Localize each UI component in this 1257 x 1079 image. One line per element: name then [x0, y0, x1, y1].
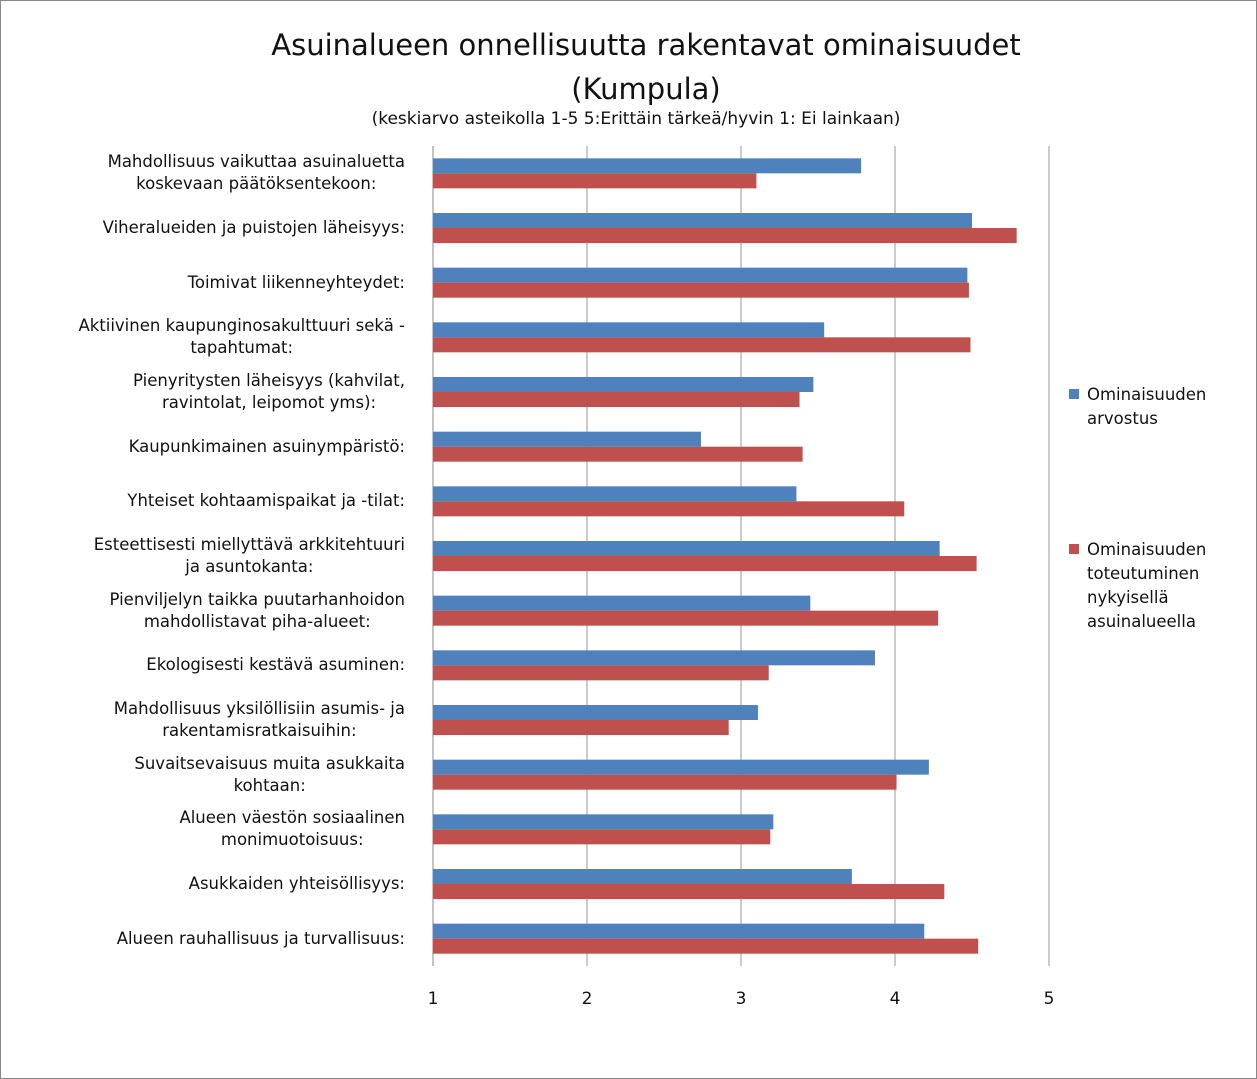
bar: [433, 610, 939, 626]
legend-label: Ominaisuuden toteutuminen nykyisellä asu…: [1087, 540, 1207, 631]
y-tick-label: Alueen rauhallisuus ja turvallisuus:: [116, 928, 405, 948]
y-tick-label: Pienviljelyn taikka puutarhanhoidon mahd…: [109, 589, 406, 631]
bar: [433, 705, 758, 720]
x-tick-label: 4: [889, 989, 901, 1009]
bar: [433, 158, 862, 174]
y-tick-label: Kaupunkimainen asuinympäristö:: [128, 436, 405, 456]
bar: [433, 267, 968, 283]
y-tick-label: Suvaitsevaisuus muita asukkaita kohtaan:: [134, 753, 405, 795]
x-tick-label: 1: [427, 989, 439, 1009]
y-tick-label: Yhteiset kohtaamispaikat ja -tilat:: [127, 491, 405, 511]
bar: [433, 923, 925, 939]
legend-label: Ominaisuuden arvostus: [1087, 385, 1207, 428]
x-tick-label: 5: [1043, 989, 1055, 1009]
bar: [433, 720, 729, 735]
x-tick-label: 3: [735, 989, 747, 1009]
bar: [433, 814, 774, 830]
bar: [433, 501, 905, 517]
y-tick-label: Viheralueiden ja puistojen läheisyys:: [102, 218, 405, 237]
bar: [433, 541, 940, 556]
legend-swatch: [1069, 544, 1079, 554]
bar: [433, 431, 701, 447]
bar: [433, 938, 979, 954]
bar: [433, 869, 852, 884]
bar: [433, 377, 814, 392]
bar: [433, 556, 977, 571]
bar: [433, 774, 897, 790]
y-tick-label: Asukkaiden yhteisöllisyys:: [188, 874, 405, 893]
bar: [433, 446, 803, 462]
y-tick-label: Aktiivinen kaupunginosakulttuuri sekä - …: [78, 316, 405, 358]
y-tick-label: Ekologisesti kestävä asuminen:: [146, 655, 405, 675]
chart-title: Asuinalueen onnellisuutta rakentavat omi…: [271, 28, 1021, 106]
bar: [433, 228, 1017, 243]
chart-subtitle: (keskiarvo asteikolla 1-5 5:Erittäin tär…: [371, 109, 901, 129]
bar: [433, 829, 771, 845]
y-tick-label: Pienyritysten läheisyys (kahvilat, ravin…: [133, 371, 405, 412]
bar: [433, 759, 929, 775]
bar: [433, 884, 945, 899]
x-tick-label: 2: [581, 989, 593, 1009]
bar: [433, 665, 769, 681]
bar: [433, 282, 969, 298]
y-tick-label: Alueen väestön sosiaalinen monimuotoisuu…: [179, 808, 405, 850]
y-tick-label: Mahdollisuus yksilöllisiin asumis- ja ra…: [113, 699, 405, 740]
y-tick-label: Toimivat liikenneyhteydet:: [187, 272, 405, 292]
bar: [433, 322, 825, 338]
legend-swatch: [1069, 389, 1079, 399]
bar: [433, 595, 811, 611]
bar: [433, 650, 875, 666]
bar: [433, 337, 971, 353]
y-tick-label: Esteettisesti miellyttävä arkkitehtuuri …: [93, 535, 405, 576]
y-tick-label: Mahdollisuus vaikuttaa asuinaluetta kosk…: [107, 152, 405, 194]
bar: [433, 392, 800, 407]
bar: [433, 173, 757, 189]
bar: [433, 486, 797, 502]
bar: [433, 213, 972, 228]
